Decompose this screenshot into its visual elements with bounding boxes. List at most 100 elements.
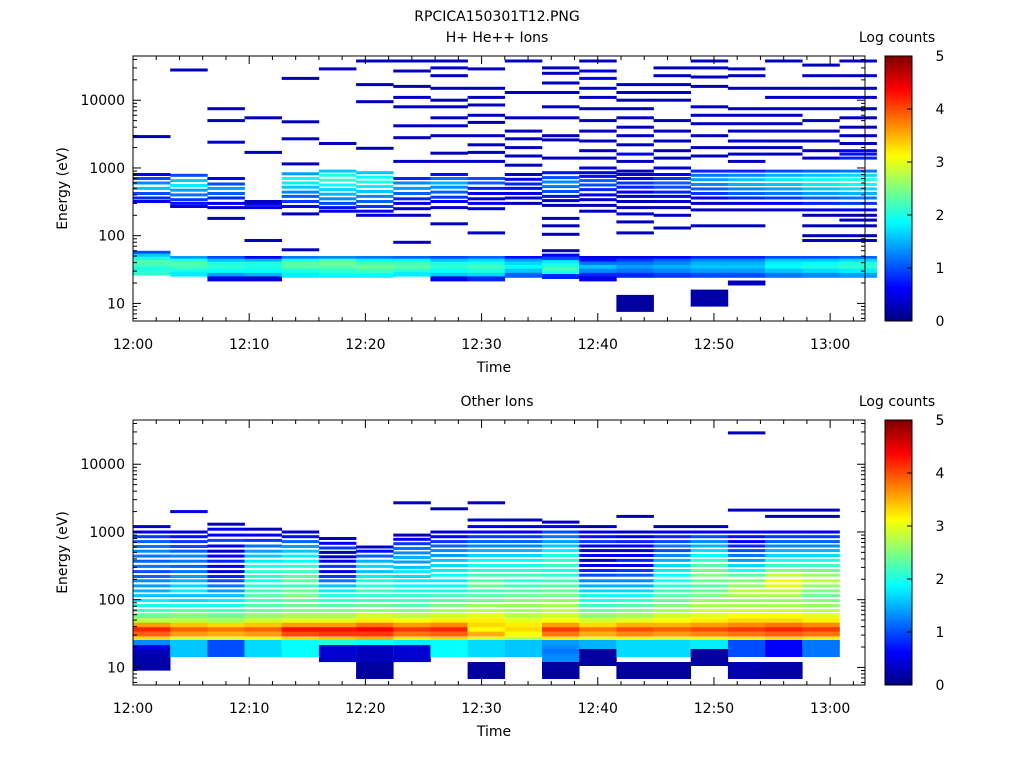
heatmap-cell bbox=[727, 113, 766, 117]
heatmap-cell bbox=[467, 143, 506, 147]
heatmap-cell bbox=[356, 589, 394, 593]
heatmap-cell bbox=[802, 631, 840, 637]
heatmap-cell bbox=[690, 631, 729, 637]
heatmap-cell bbox=[356, 618, 394, 624]
colorbar-swatch bbox=[885, 612, 912, 615]
colorbar-swatch bbox=[885, 173, 912, 176]
heatmap-cell bbox=[244, 554, 282, 558]
heatmap-cell bbox=[690, 146, 729, 150]
colorbar-swatch bbox=[885, 217, 912, 220]
heatmap-cell bbox=[244, 276, 282, 282]
heatmap-cell bbox=[579, 261, 617, 267]
heatmap-cell bbox=[653, 261, 691, 267]
heatmap-cell bbox=[467, 640, 506, 657]
heatmap-cell bbox=[244, 622, 282, 628]
heatmap-cell bbox=[839, 256, 877, 261]
colorbar-swatch bbox=[885, 254, 912, 258]
heatmap-cell bbox=[616, 573, 654, 577]
heatmap-cell bbox=[542, 71, 580, 75]
heatmap-cell bbox=[504, 525, 543, 529]
heatmap-cell bbox=[467, 181, 506, 185]
heatmap-cell bbox=[170, 264, 208, 270]
heatmap-cell bbox=[430, 116, 468, 120]
heatmap-cell bbox=[356, 190, 394, 193]
heatmap-cell bbox=[616, 609, 654, 613]
heatmap-cell bbox=[653, 640, 691, 657]
colorbar-swatch bbox=[885, 223, 912, 227]
heatmap-cell bbox=[504, 129, 543, 133]
heatmap-cell bbox=[727, 183, 766, 186]
heatmap-cell bbox=[616, 256, 654, 261]
heatmap-cell bbox=[542, 270, 580, 276]
heatmap-cell bbox=[393, 501, 431, 505]
heatmap-cell bbox=[393, 613, 431, 619]
colorbar-swatch bbox=[885, 682, 912, 686]
colorbar-swatch bbox=[885, 197, 912, 200]
colorbar-tick-label: 2 bbox=[936, 208, 945, 224]
colorbar-swatch bbox=[885, 514, 912, 518]
heatmap-cell bbox=[133, 200, 171, 203]
heatmap-cell bbox=[281, 613, 320, 619]
colorbar-swatch bbox=[885, 62, 912, 66]
colorbar-swatch bbox=[885, 598, 912, 602]
colorbar-swatch bbox=[885, 296, 912, 300]
heatmap-cell bbox=[356, 594, 394, 598]
heatmap-cell bbox=[542, 216, 580, 220]
heatmap-cell bbox=[653, 569, 691, 572]
colorbar-swatch bbox=[885, 69, 912, 72]
heatmap-cell bbox=[579, 86, 617, 90]
colorbar-swatch bbox=[885, 93, 912, 97]
heatmap-cell bbox=[653, 119, 691, 123]
heatmap-cell bbox=[542, 613, 580, 619]
heatmap-cell bbox=[542, 232, 580, 236]
colorbar-swatch bbox=[885, 420, 912, 423]
heatmap-cell bbox=[802, 508, 840, 512]
colorbar-swatch bbox=[885, 567, 912, 571]
heatmap-cell bbox=[765, 173, 803, 177]
heatmap-cell bbox=[653, 149, 691, 153]
colorbar-swatch bbox=[885, 528, 912, 531]
colorbar-swatch bbox=[885, 232, 912, 236]
heatmap-cell bbox=[765, 268, 803, 274]
heatmap-cell bbox=[690, 258, 729, 264]
heatmap-cell bbox=[765, 535, 803, 539]
heatmap-cell bbox=[318, 178, 357, 182]
heatmap-cell bbox=[504, 258, 543, 264]
heatmap-cell bbox=[839, 142, 877, 145]
heatmap-cell bbox=[839, 86, 877, 90]
heatmap-cell bbox=[430, 222, 468, 226]
heatmap-cell bbox=[133, 579, 171, 583]
heatmap-cell bbox=[765, 514, 803, 518]
heatmap-cell bbox=[690, 134, 729, 138]
x-axis: 12:00 12:10 12:20 12:30 12:40 12:50 13:00 bbox=[113, 56, 854, 353]
heatmap-cell bbox=[393, 627, 431, 633]
heatmap-cell bbox=[802, 196, 840, 200]
heatmap-cell bbox=[281, 264, 320, 270]
heatmap-cell bbox=[170, 640, 208, 657]
heatmap-cell bbox=[802, 535, 840, 539]
heatmap-cell bbox=[653, 213, 691, 217]
heatmap-cell bbox=[207, 206, 245, 210]
heatmap-cell bbox=[542, 636, 580, 642]
heatmap-cell bbox=[430, 594, 468, 598]
heatmap-cell bbox=[244, 636, 282, 642]
heatmap-cell bbox=[802, 569, 840, 572]
heatmap-cell bbox=[430, 535, 468, 539]
heatmap-cell bbox=[616, 194, 654, 198]
colorbar-swatch bbox=[885, 627, 912, 631]
heatmap-cell bbox=[356, 83, 394, 87]
heatmap-cell bbox=[244, 200, 282, 203]
heatmap-cell bbox=[207, 640, 245, 657]
colorbar-swatch bbox=[885, 446, 912, 450]
heatmap-cell bbox=[318, 142, 357, 145]
heatmap-cell bbox=[430, 573, 468, 577]
heatmap-cell bbox=[542, 180, 580, 184]
heatmap-cell bbox=[542, 544, 580, 548]
heatmap-cell bbox=[616, 530, 654, 534]
heatmap-cell bbox=[133, 135, 171, 139]
heatmap-cell bbox=[802, 589, 840, 593]
heatmap-cell bbox=[393, 636, 431, 642]
heatmap-cell bbox=[133, 266, 171, 272]
heatmap-cell bbox=[281, 272, 320, 278]
